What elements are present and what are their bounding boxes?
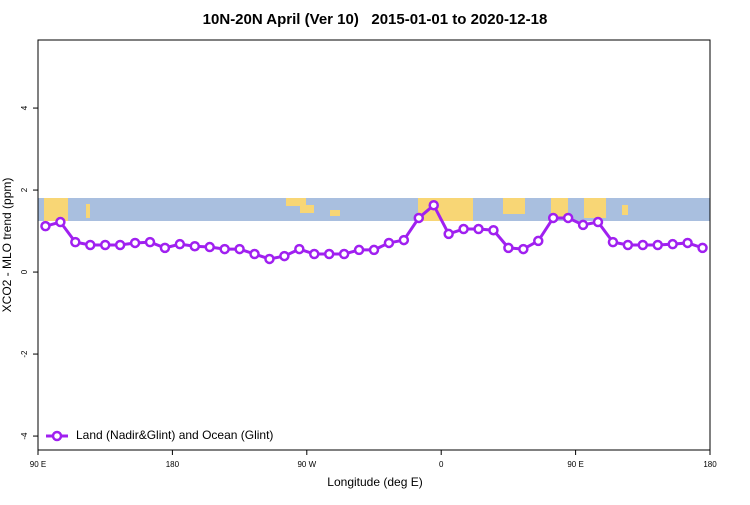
data-point [189,240,201,252]
data-point [637,239,649,251]
data-point [592,216,604,228]
data-point [174,238,186,250]
data-point [428,199,439,211]
data-point [622,239,634,251]
data-point [85,239,96,251]
data-point [697,242,708,254]
data-point [40,220,51,232]
data-point [577,219,589,231]
y-tick-label: 0 [20,269,29,274]
data-point [249,248,260,260]
chart-title: 10N-20N April (Ver 10) 2015-01-01 to 202… [203,11,548,28]
data-point [398,234,410,246]
data-point [667,238,678,250]
data-point [533,235,544,247]
data-point [55,216,66,228]
x-tick-label: 90 E [30,460,46,469]
data-point [413,212,425,224]
data-point [443,228,454,240]
data-point [204,241,215,253]
data-point [234,243,245,255]
x-tick-label: 180 [166,460,180,469]
legend-marker [51,430,63,442]
y-tick-label: 4 [20,105,29,110]
data-point [353,244,365,256]
data-point [264,253,275,265]
y-tick-label: -4 [20,432,29,440]
data-point [159,242,171,254]
data-point [383,237,395,249]
y-tick-label: 2 [20,187,29,192]
x-axis-label: Longitude (deg E) [327,475,422,489]
data-point [70,236,81,248]
data-point [129,237,141,249]
x-tick-label: 0 [439,460,444,469]
legend-label: Land (Nadir&Glint) and Ocean (Glint) [76,428,273,442]
data-point [338,248,350,260]
data-point [309,248,320,260]
data-point [562,212,574,224]
data-point [652,239,663,251]
data-point [547,212,559,224]
data-point [503,242,514,254]
data-point [114,239,126,251]
plot-frame [37,39,711,451]
data-point [144,236,156,248]
data-point [682,237,693,249]
map-strip [38,198,710,221]
data-point [279,250,290,262]
data-point [473,223,484,235]
x-tick-label: 90 E [567,460,583,469]
data-point [294,243,305,255]
data-point [488,224,499,236]
data-point [518,243,529,255]
data-point [607,236,619,248]
data-point [99,239,111,251]
x-tick-label: 180 [703,460,717,469]
data-point [368,244,380,256]
y-axis-label: XCO2 - MLO trend (ppm) [0,178,14,313]
y-tick-label: -2 [20,350,29,358]
data-point [323,248,335,260]
data-point [458,223,469,235]
data-point [219,243,230,255]
x-tick-label: 90 W [297,460,316,469]
